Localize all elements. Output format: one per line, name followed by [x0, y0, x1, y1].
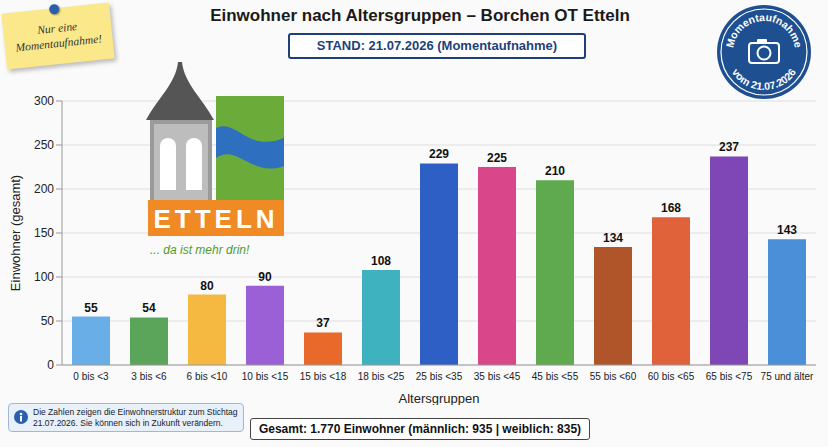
svg-text:75 und älter: 75 und älter [761, 371, 814, 382]
svg-text:37: 37 [316, 316, 330, 330]
svg-text:... da ist mehr drin!: ... da ist mehr drin! [150, 243, 250, 257]
svg-text:25 bis <35: 25 bis <35 [416, 371, 463, 382]
svg-text:90: 90 [258, 270, 272, 284]
svg-text:10 bis <15: 10 bis <15 [242, 371, 289, 382]
svg-text:60 bis <65: 60 bis <65 [648, 371, 695, 382]
svg-text:ETTELN: ETTELN [153, 204, 278, 234]
svg-text:50: 50 [41, 314, 55, 328]
svg-text:143: 143 [777, 223, 797, 237]
html-text:STAND: 21.07.2026 (Momentaufna: STAND: 21.07.2026 (Momentaufnahme) [316, 38, 558, 53]
html-text:Einwohner nach Altersgruppen –: Einwohner nach Altersgruppen – Borchen O… [210, 6, 630, 25]
svg-text:0 bis <3: 0 bis <3 [73, 371, 109, 382]
svg-text:134: 134 [603, 231, 623, 245]
svg-text:210: 210 [545, 164, 565, 178]
svg-text:80: 80 [200, 279, 214, 293]
svg-text:Momentaufnahme: Momentaufnahme [723, 11, 804, 49]
svg-text:108: 108 [371, 254, 391, 268]
svg-text:200: 200 [34, 182, 54, 196]
svg-text:300: 300 [34, 94, 54, 108]
svg-text:237: 237 [719, 140, 739, 154]
svg-text:55 bis <60: 55 bis <60 [590, 371, 637, 382]
html-text:Gesamt: 1.770 Einwohner (männl: Gesamt: 1.770 Einwohner (männlich: 935 |… [258, 422, 582, 436]
html-text:Nur eine Momentaufnahme!: Nur eine Momentaufnahme! [14, 20, 103, 54]
svg-text:Einwohner (gesamt): Einwohner (gesamt) [8, 175, 23, 291]
svg-text:150: 150 [34, 226, 54, 240]
svg-text:45 bis <55: 45 bis <55 [532, 371, 579, 382]
svg-text:6 bis <10: 6 bis <10 [187, 371, 228, 382]
svg-text:168: 168 [661, 201, 681, 215]
html-text:Die Zahlen zeigen die Einwohne: Die Zahlen zeigen die Einwohnerstruktur … [33, 407, 238, 428]
svg-text:vom 21.07.2026: vom 21.07.2026 [730, 66, 798, 92]
svg-text:0: 0 [47, 358, 54, 372]
svg-text:35 bis <45: 35 bis <45 [474, 371, 521, 382]
svg-text:65 bis <75: 65 bis <75 [706, 371, 753, 382]
svg-text:18 bis <25: 18 bis <25 [358, 371, 405, 382]
svg-text:3 bis <6: 3 bis <6 [131, 371, 167, 382]
svg-text:229: 229 [429, 147, 449, 161]
svg-text:15 bis <18: 15 bis <18 [300, 371, 347, 382]
svg-text:100: 100 [34, 270, 54, 284]
svg-text:250: 250 [34, 138, 54, 152]
svg-text:225: 225 [487, 151, 507, 165]
svg-text:55: 55 [84, 301, 98, 315]
svg-text:Altersgruppen: Altersgruppen [399, 391, 480, 405]
svg-text:54: 54 [142, 301, 156, 315]
